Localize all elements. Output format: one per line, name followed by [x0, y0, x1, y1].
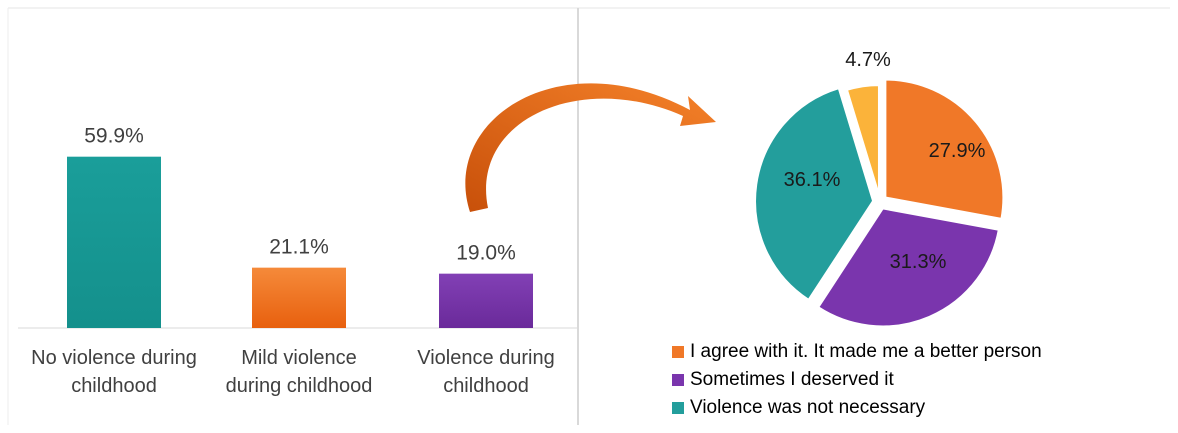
legend-label: Sometimes I deserved it [690, 369, 894, 390]
bar-value-label: 19.0% [456, 242, 516, 265]
category-label: Violence during [417, 347, 555, 369]
pie-slice [754, 86, 875, 302]
pie-slice [845, 84, 880, 196]
bar [439, 273, 533, 328]
bar-chart: 59.9% No violence during childhood 21.1% Mil… [18, 125, 578, 397]
bar [252, 267, 346, 328]
pie-slice-label: 27.9% [929, 140, 986, 162]
category-label: childhood [71, 375, 157, 397]
connector-arrow [465, 83, 716, 212]
legend-label: Violence was not necessary [690, 397, 926, 418]
pie-slice-label: 4.7% [845, 49, 891, 71]
legend-swatch [672, 374, 684, 386]
category-label: during childhood [226, 375, 373, 397]
legend-label: I agree with it. It made me a better per… [690, 341, 1042, 362]
legend-swatch [672, 346, 684, 358]
bar-value-label: 21.1% [269, 236, 329, 259]
legend-item: Sometimes I deserved it [672, 366, 1042, 394]
category-label: Mild violence [241, 347, 357, 369]
legend-item: Violence was not necessary [672, 394, 1042, 422]
pie-chart: 27.9% 31.3% 36.1% 4.7% [754, 49, 1005, 328]
pie-legend: I agree with it. It made me a better per… [672, 338, 1042, 422]
pie-slice [816, 207, 1000, 328]
pie-slice-label: 36.1% [784, 169, 841, 191]
legend-item: I agree with it. It made me a better per… [672, 338, 1042, 366]
category-label: childhood [443, 375, 529, 397]
category-label: No violence during [31, 347, 197, 369]
bar-value-label: 59.9% [84, 125, 144, 148]
pie-slice [884, 78, 1005, 221]
legend-swatch [672, 402, 684, 414]
pie-slice-label: 31.3% [890, 251, 947, 273]
bar [67, 156, 161, 328]
